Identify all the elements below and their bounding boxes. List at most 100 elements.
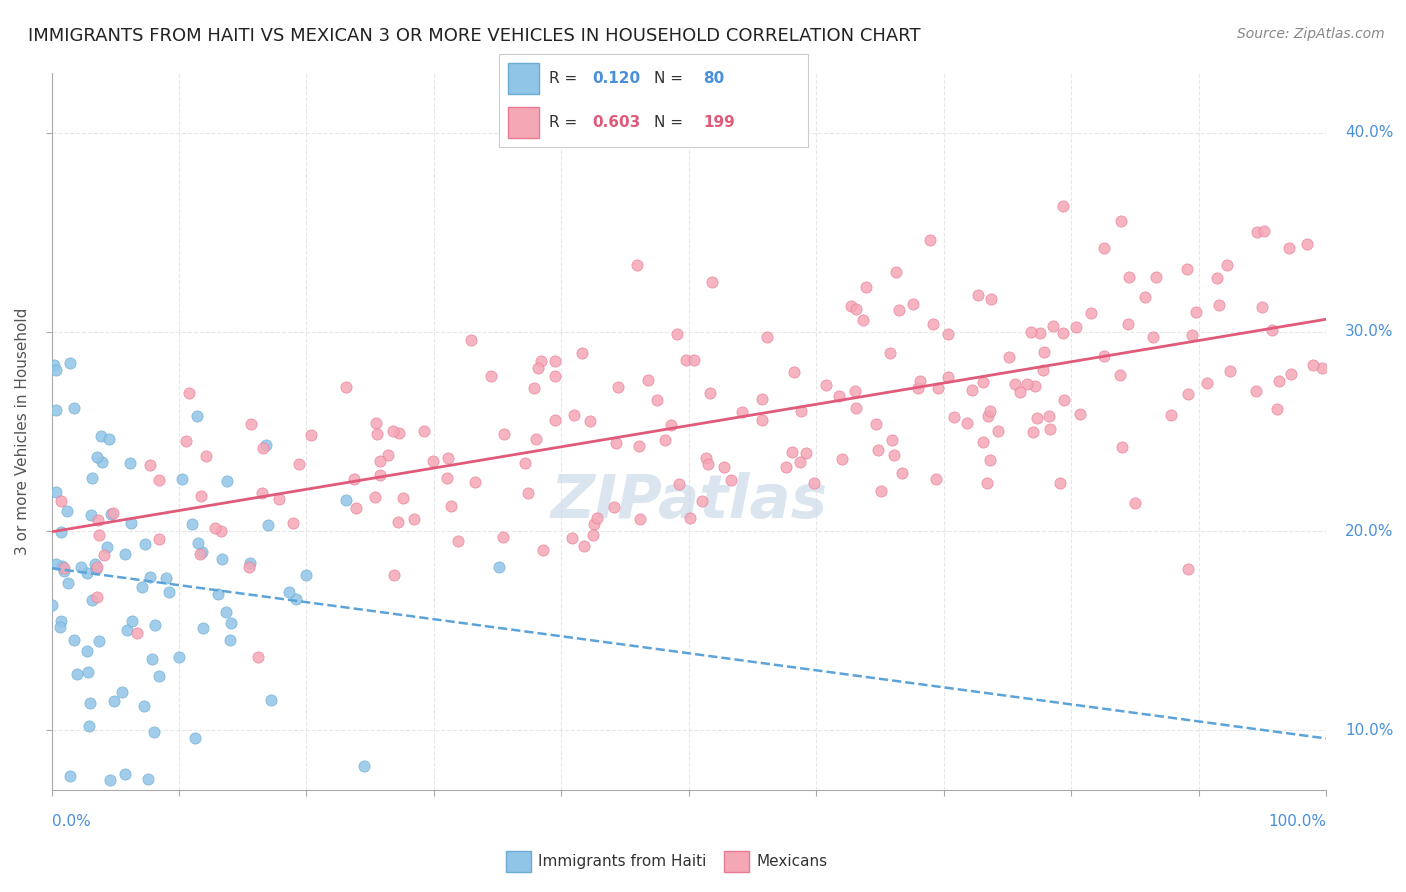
- Text: 80: 80: [703, 71, 724, 87]
- Point: [1133, 289, 1156, 303]
- Point: [966, 287, 988, 301]
- Point: [1108, 368, 1130, 383]
- Point: [115, 623, 138, 637]
- Point: [114, 767, 136, 781]
- Point: [387, 516, 409, 530]
- Point: [665, 326, 688, 341]
- Point: [1109, 214, 1132, 228]
- Point: [879, 346, 901, 360]
- Point: [562, 409, 585, 423]
- Text: 10.0%: 10.0%: [1346, 723, 1393, 738]
- Point: [191, 621, 214, 635]
- Point: [45, 403, 67, 417]
- Point: [544, 413, 567, 427]
- Text: ZIPatlas: ZIPatlas: [550, 472, 827, 531]
- Point: [87, 513, 110, 527]
- Point: [697, 457, 720, 471]
- Point: [887, 302, 910, 317]
- Point: [1049, 476, 1071, 491]
- Point: [187, 536, 209, 550]
- Point: [49, 614, 72, 628]
- Point: [870, 483, 893, 498]
- Point: [138, 458, 160, 472]
- Point: [775, 459, 797, 474]
- Point: [579, 414, 602, 428]
- Point: [582, 527, 605, 541]
- Point: [1261, 322, 1284, 336]
- Point: [370, 454, 392, 468]
- Point: [98, 773, 121, 788]
- Point: [839, 299, 862, 313]
- Point: [828, 388, 851, 402]
- Point: [76, 566, 98, 580]
- Point: [155, 571, 177, 585]
- Point: [852, 313, 875, 327]
- Point: [699, 385, 721, 400]
- Point: [524, 432, 547, 446]
- Point: [51, 493, 73, 508]
- Point: [295, 567, 318, 582]
- Point: [925, 472, 948, 486]
- Point: [868, 443, 890, 458]
- Point: [845, 401, 868, 416]
- Point: [790, 404, 813, 418]
- Point: [972, 435, 994, 450]
- Point: [713, 459, 735, 474]
- Point: [1042, 319, 1064, 334]
- Point: [865, 417, 887, 431]
- Point: [1032, 363, 1054, 377]
- FancyBboxPatch shape: [509, 107, 540, 138]
- Point: [1125, 496, 1147, 510]
- Point: [177, 386, 200, 401]
- Point: [544, 353, 567, 368]
- Point: [195, 449, 218, 463]
- Point: [103, 694, 125, 708]
- Point: [1052, 326, 1074, 340]
- Point: [782, 365, 804, 379]
- Point: [1118, 270, 1140, 285]
- Point: [1181, 328, 1204, 343]
- Point: [191, 545, 214, 559]
- Point: [1278, 241, 1301, 255]
- Point: [82, 593, 104, 607]
- Point: [111, 685, 134, 699]
- Point: [159, 585, 181, 599]
- Point: [252, 485, 274, 500]
- Point: [936, 369, 959, 384]
- Point: [1080, 306, 1102, 320]
- Point: [1144, 270, 1167, 285]
- Point: [138, 570, 160, 584]
- Point: [1111, 440, 1133, 454]
- Point: [93, 548, 115, 562]
- Point: [1265, 401, 1288, 416]
- FancyBboxPatch shape: [509, 63, 540, 94]
- Point: [1216, 258, 1239, 272]
- Point: [254, 438, 277, 452]
- Point: [702, 276, 724, 290]
- Point: [972, 376, 994, 390]
- Y-axis label: 3 or more Vehicles in Household: 3 or more Vehicles in Household: [15, 308, 30, 555]
- Point: [1175, 262, 1198, 277]
- Text: R =: R =: [548, 71, 582, 87]
- Point: [527, 360, 550, 375]
- Point: [1197, 376, 1219, 390]
- Point: [936, 326, 959, 341]
- Point: [927, 381, 949, 395]
- Point: [796, 446, 818, 460]
- Point: [366, 417, 388, 431]
- Point: [269, 491, 291, 506]
- Point: [531, 543, 554, 558]
- Point: [1267, 375, 1289, 389]
- Point: [148, 532, 170, 546]
- Point: [731, 405, 754, 419]
- Point: [1053, 392, 1076, 407]
- Point: [903, 297, 925, 311]
- Point: [45, 363, 67, 377]
- Point: [1253, 224, 1275, 238]
- Point: [148, 473, 170, 487]
- Point: [1219, 364, 1241, 378]
- Point: [1019, 325, 1042, 339]
- Text: R =: R =: [548, 115, 582, 130]
- Point: [637, 373, 659, 387]
- Point: [221, 616, 243, 631]
